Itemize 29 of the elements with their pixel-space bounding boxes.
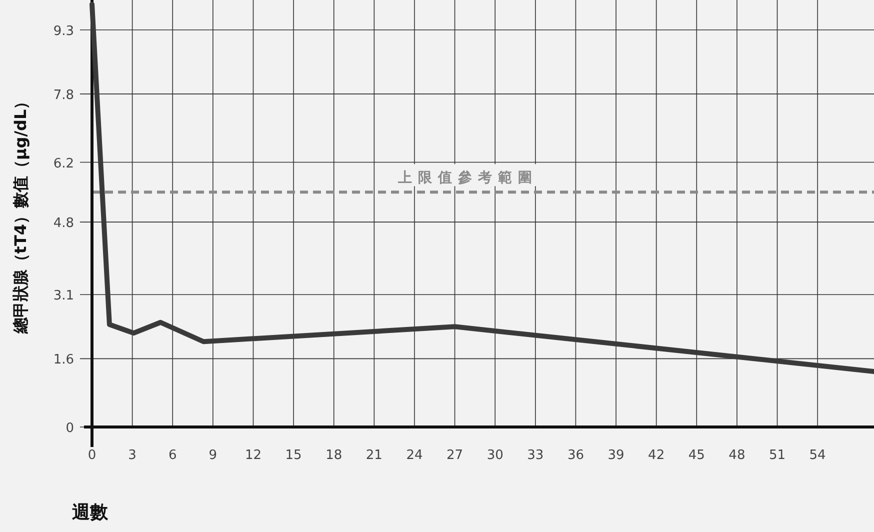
- x-axis-title: 週數: [71, 502, 109, 523]
- x-tick-label: 39: [608, 448, 624, 463]
- y-tick-label: 4.8: [53, 216, 74, 232]
- x-tick-label: 24: [406, 448, 423, 463]
- x-tick-label: 48: [728, 448, 746, 463]
- y-tick-label: 3.1: [53, 288, 74, 304]
- y-tick-label: 6.2: [53, 156, 74, 172]
- x-tick-label: 36: [567, 448, 584, 463]
- x-tick-label: 6: [168, 448, 177, 463]
- x-tick-label: 21: [366, 448, 382, 463]
- x-tick-label: 15: [285, 448, 302, 463]
- y-tick-label: 7.8: [53, 88, 74, 103]
- x-tick-label: 33: [527, 448, 544, 463]
- x-tick-label: 0: [88, 448, 96, 463]
- x-tick-label: 30: [486, 448, 504, 463]
- x-tick-label: 9: [208, 448, 218, 463]
- y-tick-label: 0: [66, 421, 74, 436]
- x-tick-label: 18: [326, 448, 342, 463]
- x-tick-label: 3: [128, 448, 136, 463]
- x-tick-label: 12: [244, 448, 262, 463]
- x-tick-label: 54: [809, 448, 826, 463]
- y-axis-title: 總甲狀腺（tT4）數值（μg/dL）: [11, 93, 30, 335]
- y-tick-label: 1.6: [53, 352, 74, 368]
- x-tick-label: 51: [768, 448, 786, 463]
- x-tick-label: 45: [688, 448, 705, 463]
- y-tick-label: 9.3: [53, 24, 74, 39]
- x-tick-label: 42: [648, 448, 665, 463]
- ref-line-label: 上限值參考範圍: [397, 169, 538, 186]
- x-tick-label: 27: [446, 448, 464, 463]
